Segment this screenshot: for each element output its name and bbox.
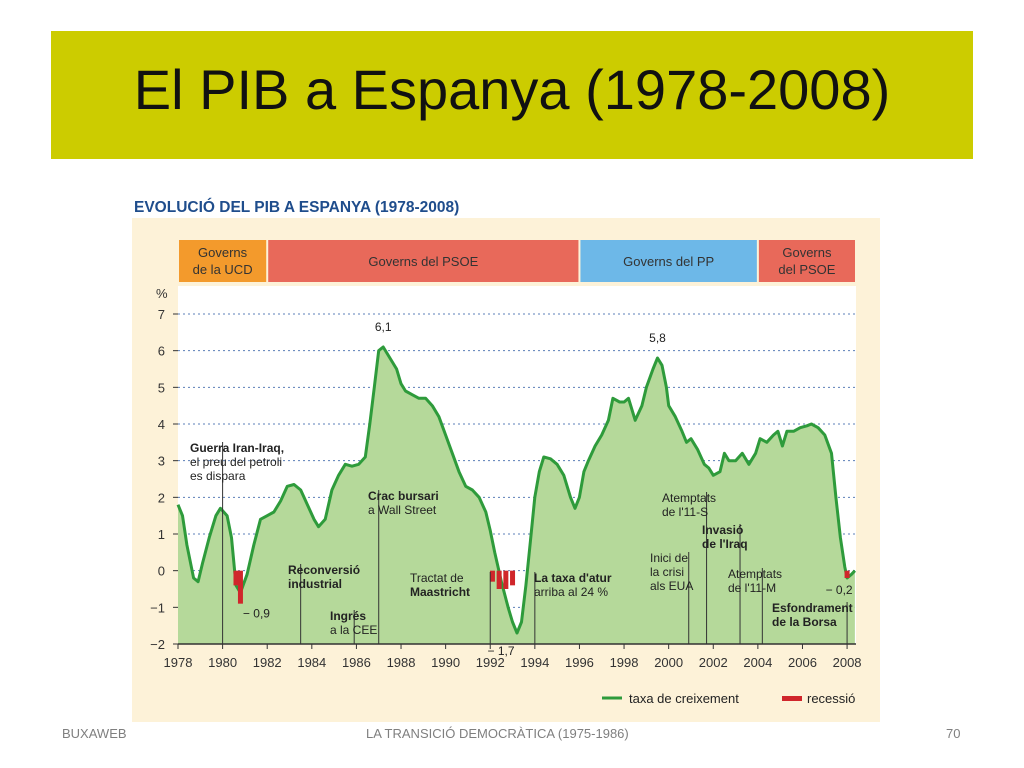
x-tick-label: 2004 — [743, 655, 772, 670]
x-tick-label: 1988 — [387, 655, 416, 670]
growth-line — [176, 345, 856, 635]
annotation-text-4-0: Tractat de — [410, 571, 464, 585]
annotation-text-9-0: Atemptats — [728, 567, 782, 581]
government-label-0-line2: de la UCD — [193, 262, 253, 277]
x-tick-label: 2006 — [788, 655, 817, 670]
annotation-text-2-0: Ingrés — [330, 609, 366, 623]
data-label-1: 5,8 — [649, 331, 666, 345]
government-label-1: Governs del PSOE — [368, 254, 478, 269]
annotation-text-0-2: es dispara — [190, 469, 246, 483]
chart-title: EVOLUCIÓ DEL PIB A ESPANYA (1978-2008) — [134, 198, 459, 216]
x-tick-label: 1992 — [476, 655, 505, 670]
slide-title: El PIB a Espanya (1978-2008) — [133, 58, 891, 121]
data-label-0: 6,1 — [375, 320, 392, 334]
annotation-text-3-1: a Wall Street — [368, 503, 437, 517]
data-label-4: − 0,2 — [826, 583, 853, 597]
recession-bar-5 — [510, 570, 516, 586]
annotation-text-0-0: Guerra Iran-Iraq, — [190, 441, 284, 455]
x-tick-label: 1996 — [565, 655, 594, 670]
annotation-text-10-0: Esfondrament — [772, 601, 853, 615]
annotation-text-10-1: de la Borsa — [772, 615, 837, 629]
y-tick-label: 6 — [158, 344, 165, 359]
annotation-text-6-1: la crisi — [650, 565, 684, 579]
annotation-text-8-0: Invasió — [702, 523, 743, 537]
annotation-text-7-1: de l'11-S — [662, 505, 708, 519]
x-tick-label: 2002 — [699, 655, 728, 670]
legend-label-recession: recessió — [807, 691, 855, 706]
annotation-text-8-1: de l'Iraq — [702, 537, 748, 551]
recession-bar-1 — [237, 570, 243, 604]
government-band-3 — [758, 240, 855, 282]
gdp-chart: EVOLUCIÓ DEL PIB A ESPANYA (1978-2008) Go… — [132, 198, 880, 722]
footer-source: BUXAWEB — [62, 726, 127, 741]
x-tick-label: 1998 — [610, 655, 639, 670]
y-axis-label: % — [156, 286, 168, 301]
recession-bar-0 — [233, 570, 239, 586]
x-tick-label: 1990 — [431, 655, 460, 670]
growth-area — [178, 347, 855, 644]
legend-label-growth: taxa de creixement — [629, 691, 739, 706]
recession-bar-3 — [496, 570, 502, 589]
annotation-text-6-0: Inici de — [650, 551, 688, 565]
annotation-text-4-1: Maastricht — [410, 585, 470, 599]
y-tick-label: −1 — [150, 600, 165, 615]
y-tick-label: 2 — [158, 490, 165, 505]
annotation-text-7-0: Atemptats — [662, 491, 716, 505]
annotation-text-2-1: a la CEE — [330, 623, 377, 637]
y-tick-label: −2 — [150, 637, 165, 652]
x-tick-label: 2008 — [833, 655, 862, 670]
title-band: El PIB a Espanya (1978-2008) — [51, 31, 973, 159]
recession-bar-4 — [503, 570, 509, 589]
annotation-text-6-2: als EUA — [650, 579, 693, 593]
recession-bar-6 — [844, 570, 850, 578]
y-tick-label: 4 — [158, 417, 165, 432]
legend-bar-swatch — [782, 696, 802, 701]
government-band-1 — [268, 240, 579, 282]
y-tick-label: 5 — [158, 380, 165, 395]
y-tick-label: 1 — [158, 527, 165, 542]
recession-bar-2 — [489, 570, 495, 582]
annotation-text-1-0: Reconversió — [288, 563, 360, 577]
x-tick-label: 1984 — [297, 655, 326, 670]
gdp-figure: EVOLUCIÓ DEL PIB A ESPANYA (1978-2008) Go… — [132, 190, 880, 722]
government-band-0 — [179, 240, 267, 282]
government-label-2: Governs del PP — [623, 254, 714, 269]
annotation-text-3-0: Crac bursari — [368, 489, 439, 503]
government-label-3-line1: Governs — [782, 245, 832, 260]
x-tick-label: 2000 — [654, 655, 683, 670]
government-label-0-line1: Governs — [198, 245, 248, 260]
x-tick-label: 1980 — [208, 655, 237, 670]
y-tick-label: 7 — [158, 307, 165, 322]
x-tick-label: 1986 — [342, 655, 371, 670]
annotation-text-0-1: el preu del petroli — [190, 455, 282, 469]
government-label-3-line2: del PSOE — [778, 262, 835, 277]
y-tick-label: 3 — [158, 454, 165, 469]
annotation-text-9-1: de l'11-M — [728, 581, 776, 595]
government-band-2 — [580, 240, 757, 282]
y-tick-label: 0 — [158, 564, 165, 579]
data-label-3: − 1,7 — [487, 644, 514, 658]
footer-course-title: LA TRANSICIÓ DEMOCRÀTICA (1975-1986) — [366, 726, 629, 741]
annotation-text-5-0: La taxa d'atur — [534, 571, 612, 585]
footer-slide-number: 70 — [946, 726, 961, 741]
annotation-text-1-1: industrial — [288, 577, 342, 591]
x-tick-label: 1978 — [164, 655, 193, 670]
data-label-2: − 0,9 — [243, 607, 270, 621]
annotation-text-5-1: arriba al 24 % — [534, 585, 608, 599]
x-tick-label: 1994 — [520, 655, 549, 670]
x-tick-label: 1982 — [253, 655, 282, 670]
